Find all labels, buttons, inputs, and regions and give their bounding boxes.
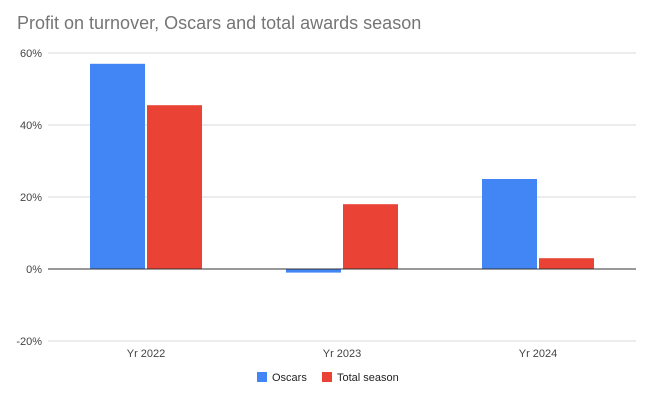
legend-label: Oscars (272, 372, 307, 384)
bar-oscars (482, 179, 537, 269)
y-tick-label: 0% (26, 264, 42, 276)
y-tick-label: 20% (20, 192, 42, 204)
y-tick-label: 40% (20, 120, 42, 132)
y-tick-label: -20% (16, 336, 42, 348)
bar-oscars (286, 269, 341, 273)
x-tick-label: Yr 2024 (519, 348, 558, 360)
bar-oscars (90, 63, 145, 269)
y-tick-label: 60% (20, 48, 42, 60)
legend-swatch (257, 372, 267, 382)
bar-total-season (539, 258, 594, 269)
legend-swatch (322, 372, 332, 382)
x-tick-label: Yr 2023 (323, 348, 362, 360)
bar-total-season (147, 105, 202, 269)
bar-total-season (343, 204, 398, 269)
x-tick-label: Yr 2022 (127, 348, 166, 360)
legend-label: Total season (337, 372, 399, 384)
chart-title: Profit on turnover, Oscars and total awa… (17, 13, 422, 33)
